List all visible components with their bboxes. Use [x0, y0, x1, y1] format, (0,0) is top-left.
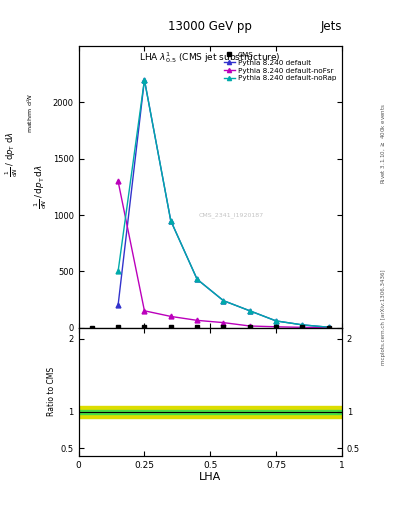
CMS — [248, 325, 252, 331]
Pythia 8.240 default — [195, 276, 200, 282]
Pythia 8.240 default-noRap — [116, 268, 120, 274]
Pythia 8.240 default-noFsr — [248, 323, 252, 329]
Text: CMS_2341_I1920187: CMS_2341_I1920187 — [199, 212, 264, 218]
Text: $\mathrm{mathrm\ d}^2N$: $\mathrm{mathrm\ d}^2N$ — [26, 92, 35, 133]
Pythia 8.240 default-noFsr — [142, 308, 147, 314]
Text: Jets: Jets — [320, 20, 342, 33]
CMS — [90, 325, 94, 331]
Pythia 8.240 default-noFsr — [300, 324, 305, 330]
CMS — [142, 325, 147, 331]
Text: mcplots.cern.ch [arXiv:1306.3436]: mcplots.cern.ch [arXiv:1306.3436] — [381, 270, 386, 365]
Pythia 8.240 default — [274, 318, 278, 324]
CMS — [274, 325, 278, 331]
Line: Pythia 8.240 default: Pythia 8.240 default — [116, 77, 331, 330]
Pythia 8.240 default — [248, 308, 252, 314]
Pythia 8.240 default-noFsr — [168, 313, 173, 319]
Pythia 8.240 default — [221, 297, 226, 304]
Pythia 8.240 default-noFsr — [221, 319, 226, 326]
CMS — [326, 325, 331, 331]
Pythia 8.240 default — [168, 218, 173, 224]
Y-axis label: Ratio to CMS: Ratio to CMS — [48, 367, 57, 416]
CMS — [195, 325, 200, 331]
Text: Rivet 3.1.10, $\geq$ 400k events: Rivet 3.1.10, $\geq$ 400k events — [379, 103, 387, 184]
Pythia 8.240 default-noRap — [195, 276, 200, 282]
Pythia 8.240 default-noRap — [168, 218, 173, 224]
CMS — [300, 325, 305, 331]
Text: $\frac{1}{\mathrm{d}N}$ / $\mathrm{d}p_{\mathrm{T}}$ $\mathrm{d}\lambda$: $\frac{1}{\mathrm{d}N}$ / $\mathrm{d}p_{… — [4, 131, 20, 177]
Line: Pythia 8.240 default-noRap: Pythia 8.240 default-noRap — [116, 77, 331, 330]
Legend: CMS, Pythia 8.240 default, Pythia 8.240 default-noFsr, Pythia 8.240 default-noRa: CMS, Pythia 8.240 default, Pythia 8.240 … — [222, 50, 338, 83]
Pythia 8.240 default-noRap — [274, 318, 278, 324]
Pythia 8.240 default-noRap — [248, 308, 252, 314]
Pythia 8.240 default — [142, 77, 147, 83]
Pythia 8.240 default-noRap — [300, 322, 305, 328]
Pythia 8.240 default-noRap — [221, 297, 226, 304]
Pythia 8.240 default — [116, 302, 120, 308]
Pythia 8.240 default-noFsr — [116, 178, 120, 184]
Y-axis label: $\frac{1}{\mathrm{d}N}\,/\,\mathrm{d}p_\mathrm{T}\,\mathrm{d}\lambda$: $\frac{1}{\mathrm{d}N}\,/\,\mathrm{d}p_\… — [32, 164, 49, 209]
Pythia 8.240 default — [300, 322, 305, 328]
CMS — [221, 325, 226, 331]
Text: LHA $\lambda^{1}_{0.5}$ (CMS jet substructure): LHA $\lambda^{1}_{0.5}$ (CMS jet substru… — [140, 50, 281, 65]
CMS — [168, 325, 173, 331]
Text: 13000 GeV pp: 13000 GeV pp — [168, 20, 252, 33]
Pythia 8.240 default-noRap — [326, 324, 331, 330]
X-axis label: LHA: LHA — [199, 472, 221, 482]
Pythia 8.240 default — [326, 324, 331, 330]
Pythia 8.240 default-noFsr — [326, 325, 331, 331]
Line: Pythia 8.240 default-noFsr: Pythia 8.240 default-noFsr — [116, 179, 331, 330]
CMS — [116, 325, 120, 331]
Line: CMS: CMS — [89, 325, 331, 330]
Pythia 8.240 default-noRap — [142, 77, 147, 83]
Pythia 8.240 default-noFsr — [274, 324, 278, 330]
Pythia 8.240 default-noFsr — [195, 317, 200, 324]
